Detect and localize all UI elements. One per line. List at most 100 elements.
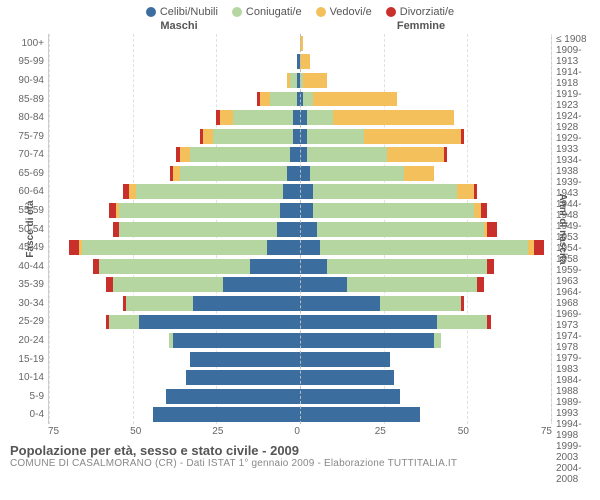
birth-year-tick: 1999-2003 <box>552 441 600 463</box>
age-tick: 10-14 <box>0 368 48 387</box>
half-male <box>49 108 300 127</box>
segment-c <box>300 352 390 367</box>
segment-c <box>186 370 300 385</box>
segment-c <box>287 166 300 181</box>
segment-w <box>180 147 190 162</box>
half-male <box>49 164 300 183</box>
segment-c <box>300 370 394 385</box>
age-tick: 75-79 <box>0 127 48 146</box>
bar-female <box>300 54 551 69</box>
legend-swatch <box>146 7 156 17</box>
x-axis: 0255075 255075 <box>0 424 600 437</box>
segment-w <box>364 129 461 144</box>
age-tick: 100+ <box>0 34 48 53</box>
half-male <box>49 53 300 72</box>
bar-female <box>300 277 551 292</box>
birth-year-tick: 1989-1993 <box>552 397 600 419</box>
segment-m <box>307 129 364 144</box>
bar-female <box>300 166 551 181</box>
age-tick: 70-74 <box>0 145 48 164</box>
segment-m <box>136 184 283 199</box>
age-tick: 30-34 <box>0 294 48 313</box>
x-tick: 75 <box>541 426 552 437</box>
segment-c <box>300 407 420 422</box>
centerline <box>300 34 301 424</box>
segment-d <box>109 203 116 218</box>
birth-year-tick: ≤ 1908 <box>552 34 600 45</box>
segment-w <box>387 147 444 162</box>
half-female <box>300 350 551 369</box>
x-tick <box>300 426 303 437</box>
segment-m <box>307 147 387 162</box>
segment-m <box>99 259 250 274</box>
legend-item: Divorziati/e <box>386 6 454 18</box>
half-female <box>300 313 551 332</box>
half-female <box>300 387 551 406</box>
age-tick: 0-4 <box>0 406 48 425</box>
half-male <box>49 276 300 295</box>
bar-male <box>49 389 300 404</box>
birth-year-tick: 1984-1988 <box>552 375 600 397</box>
segment-m <box>380 296 460 311</box>
segment-c <box>300 222 317 237</box>
half-female <box>300 53 551 72</box>
segment-c <box>267 240 300 255</box>
birth-year-tick: 1979-1983 <box>552 353 600 375</box>
segment-m <box>317 222 484 237</box>
bar-male <box>49 277 300 292</box>
legend-swatch <box>386 7 396 17</box>
birth-year-tick: 1914-1918 <box>552 67 600 89</box>
bar-female <box>300 92 551 107</box>
bar-female <box>300 407 551 422</box>
half-female <box>300 368 551 387</box>
birth-year-tick: 1929-1933 <box>552 133 600 155</box>
bar-female <box>300 352 551 367</box>
segment-w <box>528 240 535 255</box>
half-female <box>300 127 551 146</box>
segment-w <box>303 73 326 88</box>
segment-m <box>233 110 293 125</box>
footer-title: Popolazione per età, sesso e stato civil… <box>10 443 590 458</box>
segment-c <box>300 315 437 330</box>
chart-area: Fasce di età Anni di nascita 100+95-9990… <box>0 34 600 424</box>
half-male <box>49 127 300 146</box>
age-tick: 45-49 <box>0 238 48 257</box>
segment-c <box>250 259 300 274</box>
segment-c <box>300 129 307 144</box>
bar-female <box>300 370 551 385</box>
bar-male <box>49 352 300 367</box>
x-tick: 75 <box>48 426 59 437</box>
segment-w <box>260 92 270 107</box>
segment-c <box>300 166 310 181</box>
segment-m <box>437 315 487 330</box>
bar-male <box>49 73 300 88</box>
age-tick: 55-59 <box>0 201 48 220</box>
bar-male <box>49 36 300 51</box>
segment-m <box>109 315 139 330</box>
segment-d <box>461 129 464 144</box>
x-tick: 25 <box>212 426 223 437</box>
bar-female <box>300 73 551 88</box>
bar-male <box>49 296 300 311</box>
segment-w <box>203 129 213 144</box>
half-female <box>300 276 551 295</box>
legend-item: Vedovi/e <box>316 6 372 18</box>
bar-male <box>49 54 300 69</box>
segment-d <box>93 259 100 274</box>
bar-female <box>300 36 551 51</box>
half-female <box>300 71 551 90</box>
age-tick: 90-94 <box>0 71 48 90</box>
segment-c <box>300 259 327 274</box>
bar-male <box>49 92 300 107</box>
segment-d <box>481 203 488 218</box>
segment-c <box>166 389 300 404</box>
half-male <box>49 183 300 202</box>
age-tick: 20-24 <box>0 331 48 350</box>
segment-w <box>404 166 434 181</box>
half-male <box>49 34 300 53</box>
segment-c <box>293 129 300 144</box>
bar-female <box>300 222 551 237</box>
segment-d <box>487 222 497 237</box>
segment-m <box>313 184 457 199</box>
segment-m <box>190 147 290 162</box>
